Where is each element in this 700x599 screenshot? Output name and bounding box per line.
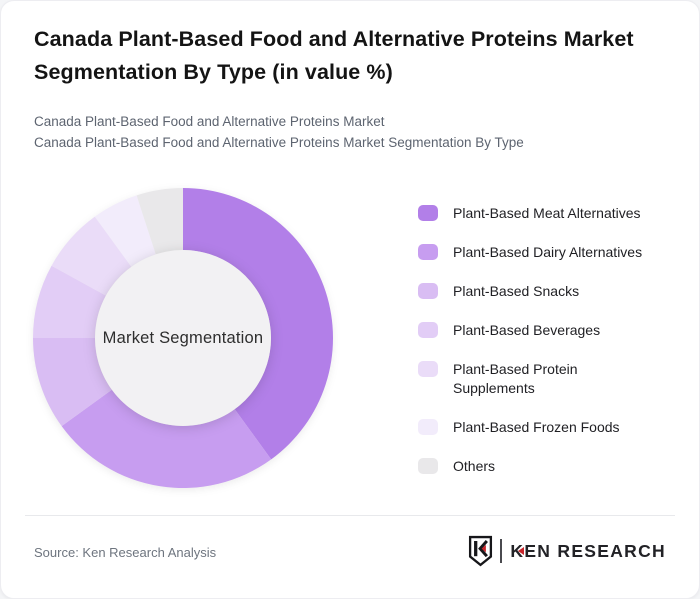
legend-item-4[interactable]: Plant-Based Beverages <box>418 321 680 340</box>
footer-divider <box>25 515 675 516</box>
chart-legend: Plant-Based Meat Alternatives Plant-Based… <box>418 204 680 476</box>
donut-svg <box>33 188 333 488</box>
legend-label: Plant-Based Meat Alternatives <box>453 205 641 221</box>
donut-segment-6[interactable] <box>94 195 156 267</box>
donut-segment-7[interactable] <box>136 188 183 255</box>
subtitle-line-1: Canada Plant-Based Food and Alternative … <box>34 114 385 129</box>
ken-research-logo: KEN RESEARCH <box>468 535 666 567</box>
legend-item-3[interactable]: Plant-Based Snacks <box>418 282 680 301</box>
donut-segment-5[interactable] <box>51 216 132 296</box>
legend-label: Plant-Based Snacks <box>453 283 580 299</box>
legend-swatch <box>418 361 438 377</box>
legend-label: Plant-Based Frozen Foods <box>453 419 620 435</box>
logo-wordmark-rest: EN RESEARCH <box>524 540 666 561</box>
legend-swatch <box>418 322 438 338</box>
donut-segment-1[interactable] <box>183 188 333 460</box>
legend-item-2[interactable]: Plant-Based Dairy Alternatives <box>418 243 680 262</box>
legend-swatch <box>418 419 438 435</box>
legend-label: Plant-Based Protein Supplements <box>453 361 578 396</box>
donut-hole <box>95 250 271 426</box>
donut-segment-2[interactable] <box>61 389 272 488</box>
legend-item-7[interactable]: Others <box>418 457 680 476</box>
donut-segment-3[interactable] <box>33 338 112 427</box>
chart-subtitles: Canada Plant-Based Food and Alternative … <box>34 111 674 153</box>
legend-swatch <box>418 205 438 221</box>
subtitle-line-2: Canada Plant-Based Food and Alternative … <box>34 135 524 150</box>
ken-research-shield-icon <box>469 535 493 567</box>
legend-label: Plant-Based Dairy Alternatives <box>453 244 643 260</box>
source-note: Source: Ken Research Analysis <box>34 545 217 560</box>
donut-segment-4[interactable] <box>33 265 106 338</box>
legend-item-6[interactable]: Plant-Based Frozen Foods <box>418 418 680 437</box>
legend-item-5[interactable]: Plant-Based Protein Supplements <box>418 360 680 398</box>
legend-item-1[interactable]: Plant-Based Meat Alternatives <box>418 204 680 223</box>
logo-divider-bar <box>500 539 503 563</box>
legend-swatch <box>418 458 438 474</box>
logo-k-letter: K <box>510 540 525 561</box>
donut-chart: Market Segmentation <box>33 188 333 488</box>
legend-label: Others <box>453 458 496 474</box>
legend-swatch <box>418 244 438 260</box>
legend-swatch <box>418 283 438 299</box>
chart-title: Canada Plant-Based Food and Alternative … <box>34 27 634 84</box>
logo-wordmark: KEN RESEARCH <box>510 541 666 562</box>
legend-label: Plant-Based Beverages <box>453 322 601 338</box>
